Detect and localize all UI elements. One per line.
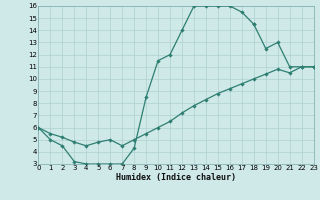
X-axis label: Humidex (Indice chaleur): Humidex (Indice chaleur)	[116, 173, 236, 182]
